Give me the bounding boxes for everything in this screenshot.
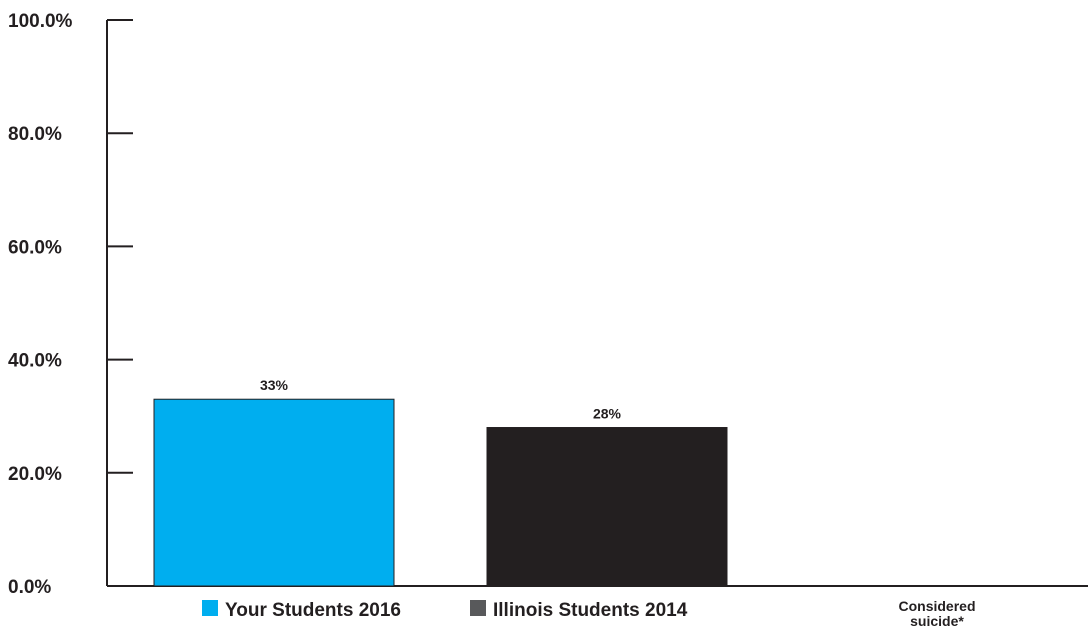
legend-swatch <box>470 600 486 616</box>
bar-value-label: 28% <box>593 406 622 422</box>
legend-label: Your Students 2016 <box>225 600 401 621</box>
category-label-line: suicide* <box>910 613 964 628</box>
bar-illinois-students-2014 <box>486 427 728 587</box>
bar-value-label: 33% <box>260 377 289 393</box>
bars <box>153 398 728 587</box>
y-tick-label: 60.0% <box>8 237 62 258</box>
data-labels: 33% 28% <box>260 377 622 421</box>
category-label-line: Considered <box>898 598 975 614</box>
legend-label: Illinois Students 2014 <box>493 600 688 621</box>
y-tick-label: 20.0% <box>8 464 62 485</box>
y-tick-label: 80.0% <box>8 124 62 145</box>
bar-your-students-2016 <box>153 398 395 587</box>
legend-swatch <box>202 600 218 616</box>
y-tick-label: 0.0% <box>8 577 51 598</box>
legend: Your Students 2016 Illinois Students 2014 <box>202 600 688 621</box>
y-tick-label: 40.0% <box>8 351 62 372</box>
y-tick-label: 100.0% <box>8 11 73 32</box>
